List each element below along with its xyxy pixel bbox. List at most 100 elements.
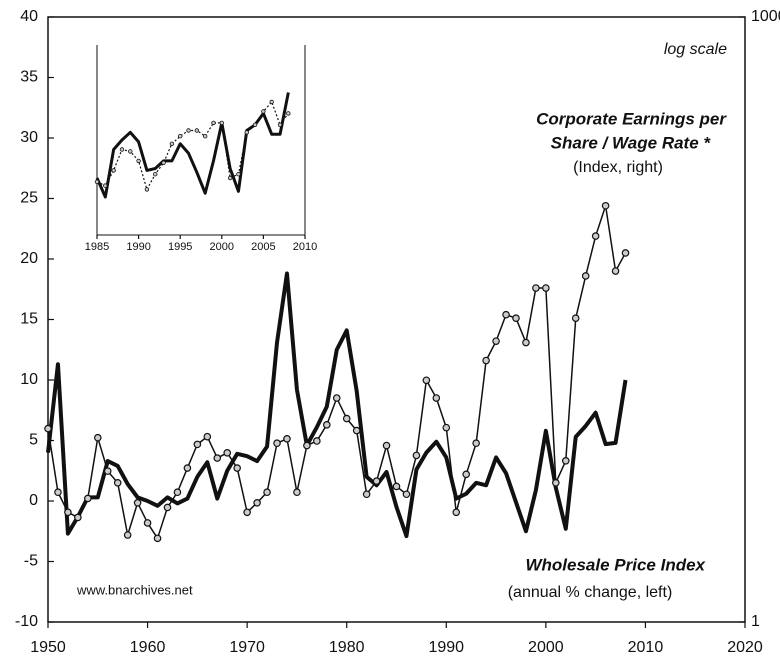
point	[362, 490, 371, 499]
point	[133, 499, 142, 507]
point	[227, 175, 233, 181]
point	[233, 464, 241, 472]
point	[561, 456, 570, 465]
x-tick-label: 1980	[329, 639, 365, 656]
x-tick-label: 1950	[30, 639, 66, 656]
point	[119, 147, 125, 152]
x-tick-label: 1985	[85, 241, 109, 253]
point	[123, 531, 132, 539]
point	[332, 394, 341, 402]
point	[103, 467, 112, 475]
series-line	[47, 204, 627, 540]
point	[512, 314, 520, 322]
point	[462, 470, 471, 479]
point	[303, 441, 311, 450]
point	[621, 249, 630, 257]
point	[103, 183, 108, 188]
point	[74, 513, 82, 522]
scale-note: log scale	[664, 41, 727, 58]
inset-background	[95, 45, 310, 235]
point	[591, 232, 600, 240]
point	[223, 449, 232, 457]
point	[432, 394, 441, 402]
series-label: Wholesale Price Index	[525, 555, 706, 574]
point	[44, 424, 52, 433]
y-tick-label: 25	[20, 190, 38, 207]
point	[193, 440, 202, 449]
point	[163, 503, 172, 512]
point	[542, 284, 550, 292]
point	[382, 441, 391, 450]
point	[136, 158, 141, 164]
y-tick-label: 15	[20, 311, 38, 328]
point	[144, 187, 150, 192]
point	[213, 454, 222, 462]
point	[342, 414, 351, 423]
point	[143, 519, 152, 527]
point	[252, 122, 258, 127]
point	[522, 338, 530, 347]
point	[392, 482, 401, 491]
point	[153, 534, 162, 543]
point	[322, 421, 331, 429]
point	[422, 376, 431, 385]
point	[261, 109, 266, 114]
point	[211, 120, 216, 126]
point	[202, 133, 208, 139]
point	[244, 130, 249, 135]
point	[253, 499, 261, 507]
y-tick-label: -10	[15, 613, 38, 630]
x-tick-label: 2005	[251, 241, 275, 253]
point	[64, 508, 72, 517]
point	[273, 439, 281, 448]
x-tick-label: 2020	[727, 639, 763, 656]
point	[492, 337, 500, 345]
source: www.bnarchives.net	[76, 582, 193, 597]
point	[161, 160, 166, 165]
point	[581, 272, 590, 280]
series-label: Share / Wage Rate *	[551, 133, 712, 152]
point	[372, 477, 381, 485]
point	[84, 494, 92, 503]
y-tick-label: 10	[20, 371, 38, 388]
point	[194, 128, 200, 133]
point	[611, 267, 620, 275]
point	[452, 508, 461, 517]
point	[482, 356, 490, 365]
point	[236, 171, 241, 177]
point	[128, 149, 133, 154]
series-note: (Index, right)	[573, 159, 663, 176]
point	[263, 488, 271, 497]
point	[532, 284, 540, 292]
point	[153, 171, 158, 177]
point	[93, 433, 102, 442]
y-tick-label: 0	[29, 492, 38, 509]
point	[313, 437, 321, 445]
y-tick-label: 20	[20, 250, 38, 267]
point	[472, 439, 480, 448]
point	[186, 128, 191, 133]
x-tick-label: 1990	[126, 241, 150, 253]
series-line	[46, 271, 628, 539]
y-tick-label: 40	[20, 8, 38, 25]
point	[203, 432, 212, 441]
point	[283, 434, 291, 443]
point	[552, 479, 560, 487]
point	[183, 464, 192, 472]
point	[169, 141, 175, 146]
point	[352, 426, 361, 435]
point	[412, 451, 421, 460]
point	[286, 111, 291, 116]
series-label: Corporate Earnings per	[536, 109, 727, 128]
point	[173, 488, 182, 497]
point	[601, 201, 610, 210]
x-tick-label: 2000	[528, 639, 564, 656]
point	[111, 168, 116, 173]
y2-tick-label: 1000	[751, 8, 780, 25]
point	[293, 488, 301, 497]
x-tick-label: 2010	[293, 241, 317, 253]
point	[502, 310, 510, 319]
point	[113, 479, 122, 487]
y-tick-label: 30	[20, 129, 38, 146]
